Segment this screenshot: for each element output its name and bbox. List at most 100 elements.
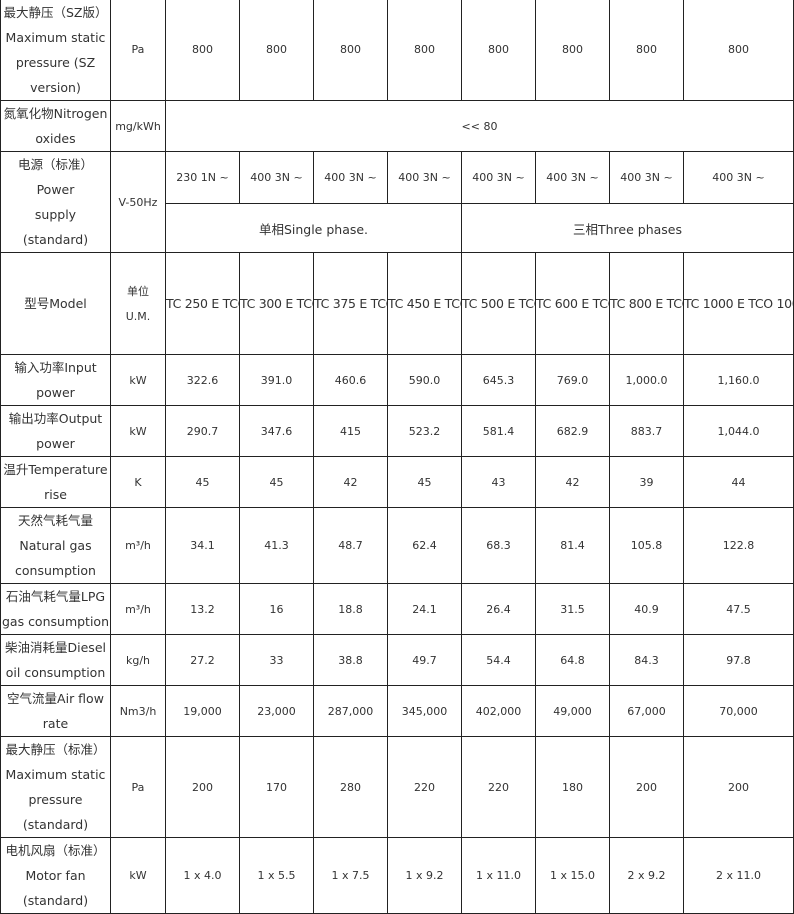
- row-label: 天然气耗气量 Natural gas consumption: [0, 507, 111, 584]
- merged-value: << 80: [165, 100, 794, 152]
- value-cell: 2 x 9.2: [609, 837, 684, 914]
- value-cell: 200: [683, 736, 794, 838]
- value-cell: 1,044.0: [683, 405, 794, 457]
- value-cell: 220: [387, 736, 462, 838]
- value-cell: 280: [313, 736, 388, 838]
- value-cell: 460.6: [313, 354, 388, 406]
- value-cell: 48.7: [313, 507, 388, 584]
- table-row: 空气流量Air flow rate Nm3/h 19,000 23,000 287,00…: [0, 685, 794, 737]
- value-cell: 34.1: [165, 507, 240, 584]
- table-row: 石油气耗气量LPG gas consumption m³/h 13.2 16 18.8 2…: [0, 583, 794, 635]
- value-cell: 391.0: [239, 354, 314, 406]
- value-cell: 38.8: [313, 634, 388, 686]
- value-cell: 402,000: [461, 685, 536, 737]
- value-cell: 24.1: [387, 583, 462, 635]
- value-cell: 49,000: [535, 685, 610, 737]
- model-cell: TC 250 E TCO 250 E TC 250 E/K TCO 250 E/…: [165, 252, 240, 355]
- value-cell: 800: [239, 0, 314, 101]
- value-cell: 47.5: [683, 583, 794, 635]
- value-cell: 800: [165, 0, 240, 101]
- row-unit: V-50Hz: [110, 151, 166, 253]
- row-unit: K: [110, 456, 166, 508]
- value-cell: 415: [313, 405, 388, 457]
- table-row: 柴油消耗量Diesel oil consumption kg/h 27.2 33 38.…: [0, 634, 794, 686]
- row-label: 石油气耗气量LPG gas consumption: [0, 583, 111, 635]
- row-unit: kW: [110, 837, 166, 914]
- row-label: 电机风扇（标准） Motor fan (standard): [0, 837, 111, 914]
- value-cell: 45: [165, 456, 240, 508]
- table-row: 电源（标准）Power supply (standard) V-50Hz 230 1…: [0, 150, 794, 253]
- value-cell: 97.8: [683, 634, 794, 686]
- value-cell: 43: [461, 456, 536, 508]
- value-cell: 81.4: [535, 507, 610, 584]
- row-unit: m³/h: [110, 583, 166, 635]
- model-cell: TC 375 E TCO 375 E TC 375 E/K TCO 375 E/…: [313, 252, 388, 355]
- value-cell: 2 x 11.0: [683, 837, 794, 914]
- table-row: 电机风扇（标准） Motor fan (standard) kW 1 x 4.0 1 …: [0, 837, 794, 914]
- value-cell: 42: [535, 456, 610, 508]
- table-row: 输入功率Input power kW 322.6 391.0 460.6 590.0 645…: [0, 354, 794, 406]
- value-cell: 18.8: [313, 583, 388, 635]
- value-cell: 1 x 4.0: [165, 837, 240, 914]
- value-cell: 400 3N ~: [461, 150, 536, 205]
- row-unit: kg/h: [110, 634, 166, 686]
- value-cell: 800: [461, 0, 536, 101]
- value-cell: 230 1N ~: [165, 150, 240, 205]
- value-cell: 27.2: [165, 634, 240, 686]
- table-row: 最大静压（SZ版） Maximum static pressure (SZ ve…: [0, 0, 794, 101]
- row-unit: kW: [110, 405, 166, 457]
- value-cell: 26.4: [461, 583, 536, 635]
- row-label: 输入功率Input power: [0, 354, 111, 406]
- row-label: 空气流量Air flow rate: [0, 685, 111, 737]
- value-cell: 16: [239, 583, 314, 635]
- value-cell: 200: [609, 736, 684, 838]
- value-cell: 41.3: [239, 507, 314, 584]
- row-label: 电源（标准）Power supply (standard): [0, 151, 111, 253]
- value-cell: 682.9: [535, 405, 610, 457]
- row-label: 温升Temperature rise: [0, 456, 111, 508]
- value-cell: 400 3N ~: [683, 150, 794, 205]
- value-cell: 33: [239, 634, 314, 686]
- value-cell: 800: [683, 0, 794, 101]
- table-row: 温升Temperature rise K 45 45 42 45 43 42 39 44: [0, 456, 794, 508]
- row-unit: m³/h: [110, 507, 166, 584]
- value-cell: 400 3N ~: [239, 150, 314, 205]
- value-cell: 1,000.0: [609, 354, 684, 406]
- value-cell: 769.0: [535, 354, 610, 406]
- value-cell: 347.6: [239, 405, 314, 457]
- value-cell: 1 x 5.5: [239, 837, 314, 914]
- value-cell: 400 3N ~: [535, 150, 610, 205]
- value-cell: 42: [313, 456, 388, 508]
- value-cell: 68.3: [461, 507, 536, 584]
- table-row: 最大静压（标准） Maximum static pressure (standa…: [0, 736, 794, 838]
- row-unit: Pa: [110, 0, 166, 101]
- value-cell: 19,000: [165, 685, 240, 737]
- value-cell: 39: [609, 456, 684, 508]
- value-cell: 581.4: [461, 405, 536, 457]
- row-unit: Nm3/h: [110, 685, 166, 737]
- table-row: 氮氧化物Nitrogen oxides mg/kWh << 80: [0, 100, 794, 152]
- row-label: 柴油消耗量Diesel oil consumption: [0, 634, 111, 686]
- table-row: 输出功率Output power kW 290.7 347.6 415 523.2 581.…: [0, 405, 794, 457]
- value-cell: 44: [683, 456, 794, 508]
- value-cell: 45: [239, 456, 314, 508]
- value-cell: 31.5: [535, 583, 610, 635]
- value-cell: 1 x 7.5: [313, 837, 388, 914]
- row-unit: mg/kWh: [110, 100, 166, 152]
- value-cell: 84.3: [609, 634, 684, 686]
- value-cell: 1 x 15.0: [535, 837, 610, 914]
- value-cell: 800: [387, 0, 462, 101]
- row-unit: kW: [110, 354, 166, 406]
- row-unit: Pa: [110, 736, 166, 838]
- value-cell: 13.2: [165, 583, 240, 635]
- value-cell: 54.4: [461, 634, 536, 686]
- value-cell: 800: [535, 0, 610, 101]
- value-cell: 400 3N ~: [387, 150, 462, 205]
- value-cell: 1 x 11.0: [461, 837, 536, 914]
- phase-label: 三相Three phases: [461, 203, 794, 253]
- row-label: 氮氧化物Nitrogen oxides: [0, 100, 111, 152]
- value-cell: 523.2: [387, 405, 462, 457]
- model-cell: TC 1000 E TCO 1000 E TC 1000 E/K TCO 100…: [683, 252, 794, 355]
- value-cell: 287,000: [313, 685, 388, 737]
